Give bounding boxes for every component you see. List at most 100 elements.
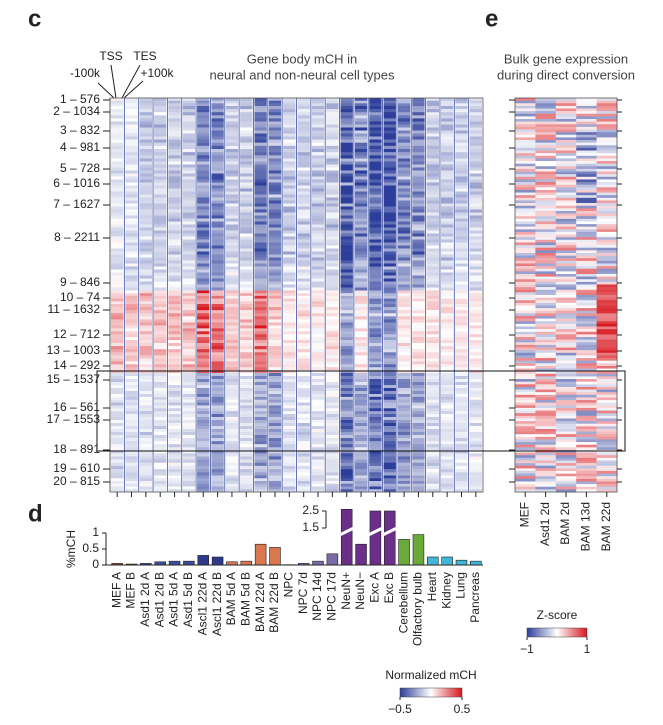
heatmap-cell (311, 130, 325, 134)
heatmap-cell (154, 486, 167, 490)
heatmap-cell (111, 453, 124, 457)
heatmap-cell (383, 402, 396, 406)
heatmap-cell (354, 269, 368, 273)
heatmap-cell (596, 182, 618, 185)
heatmap-cell (440, 188, 454, 192)
heatmap-cell (211, 263, 224, 267)
heatmap-cell (412, 281, 425, 285)
heatmap-cell (139, 313, 153, 317)
heatmap-cell (197, 266, 210, 270)
heatmap-cell (515, 260, 536, 264)
heatmap-cell (254, 188, 267, 192)
heatmap-cell (254, 472, 267, 476)
heatmap-cell (412, 364, 425, 368)
annotation: -100k (70, 66, 101, 80)
heatmap-cell (154, 399, 167, 403)
heatmap-cell (225, 203, 239, 207)
heatmap-cell (139, 194, 153, 198)
heatmap-cell (254, 316, 267, 320)
heatmap-cell (469, 408, 482, 412)
heatmap-cell (225, 453, 239, 457)
heatmap-cell (240, 325, 253, 329)
heatmap-cell (311, 245, 325, 249)
heatmap-cell (397, 197, 411, 201)
tss-lines (97, 64, 144, 99)
heatmap-cell (168, 334, 181, 338)
heatmap-cell (596, 452, 618, 456)
heatmap-cell (576, 371, 597, 375)
heatmap-cell (297, 161, 310, 165)
heatmap-cell (383, 191, 396, 195)
heatmap-cell (311, 465, 325, 470)
heatmap-cell (383, 278, 396, 282)
heatmap-cell (469, 239, 482, 243)
heatmap-cell (254, 167, 267, 171)
heatmap-cell (283, 194, 296, 198)
heatmap-cell (268, 109, 282, 113)
heatmap-cell (397, 98, 411, 101)
heatmap-cell (469, 155, 482, 159)
heatmap-cell (515, 413, 536, 417)
heatmap-cell (139, 396, 153, 401)
heatmap-cell (154, 340, 167, 344)
heatmap-cell (125, 408, 138, 412)
heatmap-cell (535, 176, 557, 180)
heatmap-cell (182, 203, 196, 207)
heatmap-cell (469, 136, 482, 140)
heatmap-cell (168, 325, 181, 329)
heatmap-cell (154, 161, 167, 165)
heatmap-cell (168, 209, 181, 213)
heatmap-cell (139, 275, 153, 279)
heatmap-cell (168, 349, 181, 353)
heatmap-cell (240, 465, 253, 470)
heatmap-cell (268, 239, 282, 243)
heatmap-cell (111, 307, 124, 311)
heatmap-cell (326, 136, 339, 140)
heatmap-cell (197, 373, 210, 377)
heatmap-cell (139, 343, 153, 347)
heatmap-cell (576, 263, 597, 267)
heatmap-cell (469, 385, 482, 389)
heatmap-cell (515, 266, 536, 270)
heatmap-cell (197, 429, 210, 433)
heatmap-cell (515, 161, 536, 164)
heatmap-cell (555, 468, 577, 472)
heatmap-cell (168, 287, 181, 291)
heatmap-cell (154, 370, 167, 374)
heatmap-cell (412, 139, 425, 143)
heatmap-cell (455, 287, 468, 291)
heatmap-cell (383, 293, 396, 297)
heatmap-cell (326, 355, 339, 359)
heatmap-cell (340, 149, 353, 153)
heatmap-cell (426, 337, 439, 341)
heatmap-cell (383, 152, 396, 156)
heatmap-cell (240, 358, 253, 362)
heatmap-cell (515, 221, 536, 225)
heatmap-cell (268, 486, 282, 490)
heatmap-cell (168, 310, 181, 314)
heatmap-cell (469, 322, 482, 326)
heatmap-cell (211, 313, 224, 317)
heatmap-cell (369, 453, 382, 457)
heatmap-cell (455, 218, 468, 222)
heatmap-cell (254, 218, 267, 222)
heatmap-cell (283, 197, 296, 201)
heatmap-cell (412, 109, 425, 113)
heatmap-cell (182, 281, 196, 285)
heatmap-cell (412, 118, 425, 122)
heatmap-cell (515, 124, 536, 128)
heatmap-cell (254, 334, 267, 338)
heatmap-cell (535, 413, 557, 417)
heatmap-cell (455, 379, 468, 383)
heatmap-cell (455, 203, 468, 207)
heatmap-cell (412, 385, 425, 389)
heatmap-cell (111, 130, 124, 134)
heatmap-cell (412, 469, 425, 473)
heatmap-cell (154, 465, 167, 470)
heatmap-cell (412, 382, 425, 386)
heatmap-cell (596, 355, 618, 359)
heatmap-cell (426, 376, 439, 380)
heatmap-cell (211, 227, 224, 231)
heatmap-cell (515, 98, 536, 101)
heatmap-cell (455, 212, 468, 216)
